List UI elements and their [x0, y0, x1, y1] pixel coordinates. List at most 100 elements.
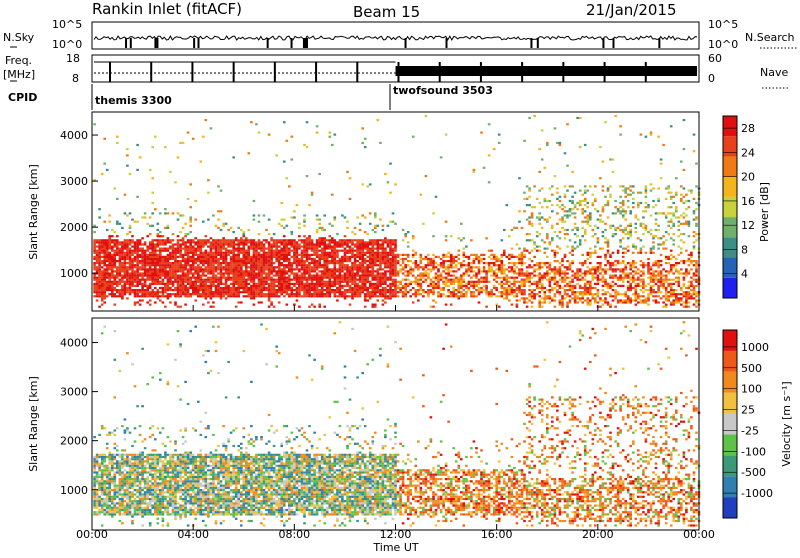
- echo-cell: [372, 277, 375, 279]
- echo-cell: [222, 291, 225, 293]
- echo-cell: [316, 262, 319, 264]
- echo-cell: [164, 272, 167, 274]
- echo-cell: [311, 262, 314, 264]
- echo-cell: [473, 258, 476, 260]
- echo-cell: [306, 246, 309, 248]
- echo-cell: [245, 285, 248, 287]
- echo-cell: [609, 283, 612, 285]
- echo-cell: [167, 227, 170, 229]
- echo-cell: [192, 289, 195, 291]
- echo-cell: [248, 277, 251, 279]
- echo-cell: [574, 291, 577, 293]
- echo-cell: [637, 293, 640, 295]
- echo-cell: [372, 283, 375, 285]
- echo-cell: [240, 264, 243, 266]
- echo-cell: [205, 281, 208, 283]
- echo-cell: [131, 241, 134, 243]
- echo-cell: [283, 295, 286, 297]
- echo-cell: [136, 279, 139, 281]
- echo-cell: [192, 241, 195, 243]
- echo-cell: [286, 287, 289, 289]
- echo-cell: [576, 117, 579, 119]
- echo-cell: [329, 277, 332, 279]
- echo-cell: [298, 285, 301, 287]
- echo-cell: [619, 293, 622, 295]
- echo-cell: [581, 254, 584, 256]
- echo-cell: [559, 304, 562, 306]
- echo-cell: [301, 241, 304, 243]
- echo-cell: [194, 252, 197, 254]
- echo-cell: [200, 287, 203, 289]
- echo-cell: [301, 258, 304, 260]
- echo-cell: [243, 250, 246, 252]
- echo-cell: [579, 190, 582, 192]
- echo-cell: [164, 212, 167, 214]
- echo-cell: [488, 295, 491, 297]
- echo-cell: [387, 243, 390, 245]
- echo-cell: [435, 285, 438, 287]
- echo-cell: [303, 272, 306, 274]
- echo-cell: [172, 262, 175, 264]
- echo-cell: [240, 258, 243, 260]
- echo-cell: [172, 248, 175, 250]
- echo-cell: [589, 216, 592, 218]
- echo-cell: [187, 291, 190, 293]
- echo-cell: [574, 287, 577, 289]
- echo-cell: [407, 231, 410, 233]
- echo-cell: [377, 295, 380, 297]
- echo-cell: [420, 272, 423, 274]
- echo-cell: [397, 270, 400, 272]
- echo-cell: [607, 287, 610, 289]
- echo-cell: [354, 275, 357, 277]
- freq-left-tick-top: 18: [66, 52, 80, 65]
- echo-cell: [389, 260, 392, 262]
- echo-cell: [374, 295, 377, 297]
- echo-cell: [106, 264, 109, 266]
- echo-cell: [159, 281, 162, 283]
- echo-cell: [207, 287, 210, 289]
- echo-cell: [243, 283, 246, 285]
- echo-cell: [172, 281, 175, 283]
- echo-cell: [402, 266, 405, 268]
- echo-cell: [200, 275, 203, 277]
- echo-cell: [268, 256, 271, 258]
- echo-cell: [119, 260, 122, 262]
- echo-cell: [286, 256, 289, 258]
- echo-cell: [134, 277, 137, 279]
- echo-cell: [546, 262, 549, 264]
- echo-cell: [263, 289, 266, 291]
- echo-cell: [592, 295, 595, 297]
- echo-cell: [326, 260, 329, 262]
- echo-cell: [556, 192, 559, 194]
- echo-cell: [179, 268, 182, 270]
- echo-cell: [243, 295, 246, 297]
- echo-cell: [564, 275, 567, 277]
- echo-cell: [202, 283, 205, 285]
- echo-cell: [372, 306, 375, 308]
- echo-cell: [412, 281, 415, 283]
- echo-cell: [341, 264, 344, 266]
- echo-cell: [341, 239, 344, 241]
- echo-cell: [111, 287, 114, 289]
- echo-cell: [349, 246, 352, 248]
- echo-cell: [549, 200, 552, 202]
- echo-cell: [250, 248, 253, 250]
- echo-cell: [301, 283, 304, 285]
- echo-cell: [349, 256, 352, 258]
- echo-cell: [174, 262, 177, 264]
- echo-cell: [243, 243, 246, 245]
- echo-cell: [589, 254, 592, 256]
- echo-cell: [422, 281, 425, 283]
- echo-cell: [377, 272, 380, 274]
- echo-cell: [642, 270, 645, 272]
- echo-cell: [356, 243, 359, 245]
- echo-cell: [554, 231, 557, 233]
- echo-cell: [556, 198, 559, 200]
- echo-cell: [614, 268, 617, 270]
- echo-cell: [629, 210, 632, 212]
- echo-cell: [126, 281, 129, 283]
- echo-cell: [632, 287, 635, 289]
- echo-cell: [126, 268, 129, 270]
- echo-cell: [210, 285, 213, 287]
- echo-cell: [200, 270, 203, 272]
